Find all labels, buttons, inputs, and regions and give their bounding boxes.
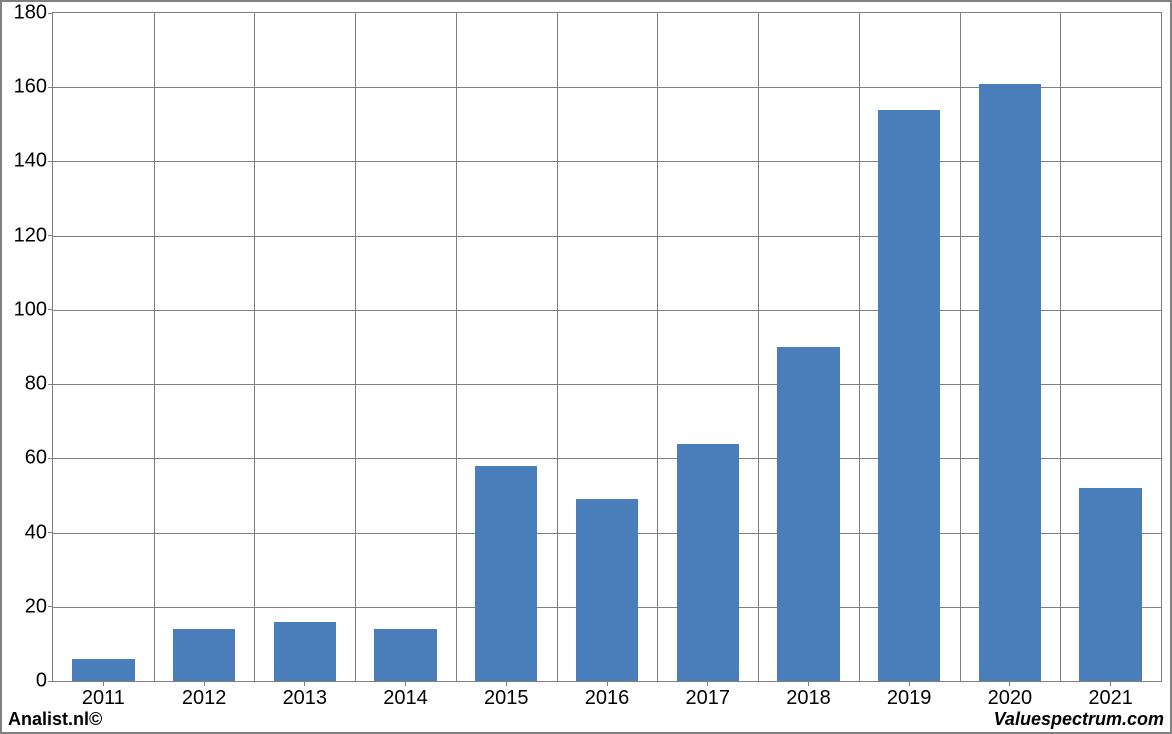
x-axis-label: 2015 [484,687,529,710]
y-tick-mark [48,458,53,459]
y-axis-label: 20 [25,595,47,618]
y-tick-mark [48,309,53,310]
x-tick-mark [304,681,305,686]
y-tick-mark [48,681,53,682]
gridline-vertical [254,13,255,681]
y-tick-mark [48,235,53,236]
x-axis-label: 2020 [988,687,1033,710]
y-axis-label: 40 [25,521,47,544]
x-tick-mark [405,681,406,686]
y-tick-mark [48,606,53,607]
bar [475,466,537,681]
bar [173,629,235,681]
y-tick-mark [48,13,53,14]
chart-container: 0 20 40 60 80 100 120 140 160 180 2011 2012 2013 2014… [0,0,1172,734]
footer-left-label: Analist.nl© [8,709,102,730]
y-tick-mark [48,532,53,533]
y-axis-label: 160 [14,76,47,99]
gridline-vertical [154,13,155,681]
x-axis-label: 2011 [82,687,125,710]
gridline-vertical [557,13,558,681]
y-tick-mark [48,161,53,162]
gridline-vertical [657,13,658,681]
x-tick-mark [506,681,507,686]
x-tick-mark [1110,681,1111,686]
x-axis-label: 2017 [685,687,730,710]
bar [979,84,1041,681]
y-axis-label: 100 [14,298,47,321]
x-axis-label: 2013 [283,687,328,710]
x-tick-mark [707,681,708,686]
bar [274,622,336,681]
gridline-vertical [758,13,759,681]
y-axis-label: 0 [36,670,47,693]
y-axis-label: 60 [25,447,47,470]
gridline-vertical [355,13,356,681]
y-axis-label: 180 [14,2,47,25]
x-tick-mark [1009,681,1010,686]
footer-right-label: Valuespectrum.com [994,709,1164,730]
gridline-vertical [960,13,961,681]
bar [878,110,940,682]
x-tick-mark [204,681,205,686]
x-axis-label: 2021 [1088,687,1133,710]
bar [677,444,739,682]
y-tick-mark [48,87,53,88]
x-axis-label: 2016 [585,687,630,710]
x-axis-label: 2019 [887,687,932,710]
bar [576,499,638,681]
bar [777,347,839,681]
x-tick-mark [607,681,608,686]
bar [72,659,134,681]
x-tick-mark [103,681,104,686]
y-axis-label: 120 [14,224,47,247]
gridline-vertical [859,13,860,681]
x-tick-mark [909,681,910,686]
x-axis-label: 2018 [786,687,831,710]
bar [374,629,436,681]
x-tick-mark [808,681,809,686]
y-axis-label: 140 [14,150,47,173]
plot-area: 0204060801001201401601802011201220132014… [52,12,1162,682]
y-axis-label: 80 [25,373,47,396]
x-axis-label: 2012 [182,687,227,710]
gridline-vertical [1060,13,1061,681]
bar [1079,488,1141,681]
x-axis-label: 2014 [383,687,428,710]
y-tick-mark [48,384,53,385]
gridline-vertical [456,13,457,681]
